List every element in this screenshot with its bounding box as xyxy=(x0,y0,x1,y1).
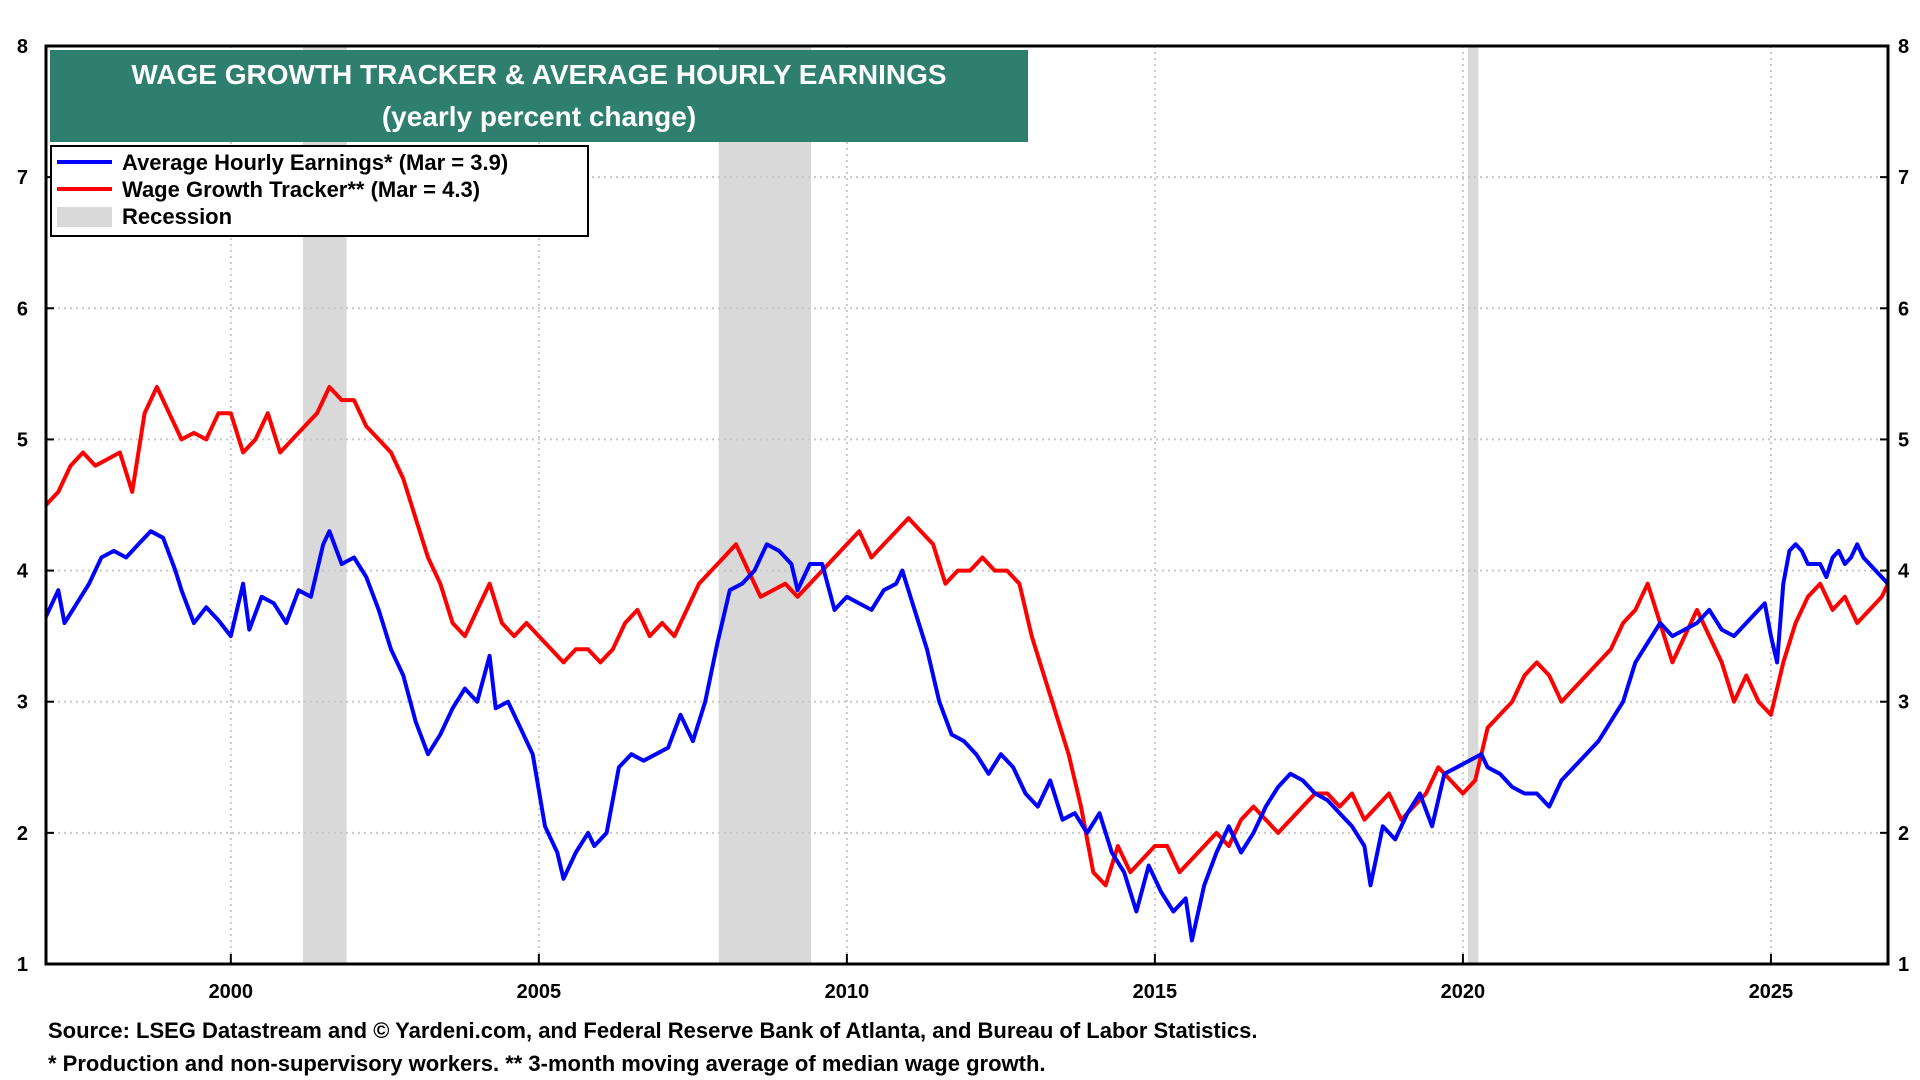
y-tick-label-left-4: 5 xyxy=(17,429,28,451)
y-tick-label-right-2: 3 xyxy=(1898,692,1909,714)
chart-subtitle: (yearly percent change) xyxy=(382,101,696,132)
axis-ticks: 1 1 2 2 3 3 4 4 5 5 6 6 7 7 8 8 2000 2005 2010 2015 2020 2025 xyxy=(17,36,1910,1003)
legend-swatch-recession xyxy=(57,207,112,227)
y-tick-label-right-3: 4 xyxy=(1898,561,1910,583)
series-lines xyxy=(44,385,1890,943)
y-tick-label-left-0: 1 xyxy=(17,954,28,976)
x-tick-label-2: 2010 xyxy=(825,981,870,1003)
x-tick-label-5: 2025 xyxy=(1749,981,1794,1003)
y-tick-label-right-4: 5 xyxy=(1898,429,1909,451)
legend-label-wgt: Wage Growth Tracker** (Mar = 4.3) xyxy=(122,177,480,202)
legend-label-recession: Recession xyxy=(122,204,232,229)
y-tick-label-right-1: 2 xyxy=(1898,823,1909,845)
y-tick-label-right-6: 7 xyxy=(1898,167,1909,189)
y-tick-label-left-5: 6 xyxy=(17,298,28,320)
legend-box xyxy=(50,145,589,237)
recession-band-1 xyxy=(718,46,812,964)
y-tick-label-right-5: 6 xyxy=(1898,298,1909,320)
x-tick-label-4: 2020 xyxy=(1441,981,1486,1003)
chart: 1 1 2 2 3 3 4 4 5 5 6 6 7 7 8 8 2000 2005 2010 2015 2020 2025… xyxy=(16,36,1910,1003)
title-box xyxy=(50,50,1028,142)
y-tick-label-right-7: 8 xyxy=(1898,36,1909,58)
series-line-0 xyxy=(44,529,1890,943)
y-tick-label-left-7: 8 xyxy=(17,36,28,58)
x-tick-label-3: 2015 xyxy=(1133,981,1178,1003)
chart-title: WAGE GROWTH TRACKER & AVERAGE HOURLY EAR… xyxy=(131,59,946,90)
source-note: Source: LSEG Datastream and © Yardeni.co… xyxy=(48,1018,1258,1043)
y-tick-label-left-1: 2 xyxy=(17,823,28,845)
plot-frame xyxy=(44,44,1890,966)
footnote: * Production and non-supervisory workers… xyxy=(48,1051,1046,1076)
legend-label-ahe: Average Hourly Earnings* (Mar = 3.9) xyxy=(122,150,508,175)
y-tick-label-left-6: 7 xyxy=(17,167,28,189)
x-tick-label-1: 2005 xyxy=(517,981,562,1003)
y-tick-label-left-3: 4 xyxy=(17,561,29,583)
recession-band-2 xyxy=(1467,46,1479,964)
y-tick-label-left-2: 3 xyxy=(17,692,28,714)
y-tick-label-right-0: 1 xyxy=(1898,954,1909,976)
x-tick-label-0: 2000 xyxy=(209,981,254,1003)
series-line-1 xyxy=(44,385,1890,888)
legend: Average Hourly Earnings* (Mar = 3.9) Wag… xyxy=(50,145,589,237)
